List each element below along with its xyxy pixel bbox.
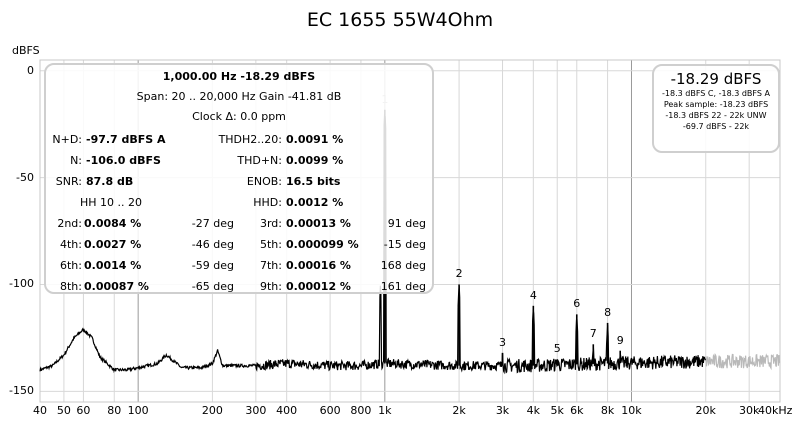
fundamental-readout: 1,000.00 Hz -18.29 dBFS xyxy=(162,70,316,83)
x-tick-label: 3k xyxy=(495,404,510,417)
nd-label: N+D: xyxy=(52,133,82,146)
thdn-value: 0.0099 % xyxy=(286,154,344,167)
y-axis-label: dBFS xyxy=(12,44,40,57)
chart-title: EC 1655 55W4Ohm xyxy=(306,9,494,31)
clock-readout: Clock Δ: 0.0 ppm xyxy=(192,110,286,123)
y-tick-label: -150 xyxy=(9,384,34,398)
x-tick-label: 6k xyxy=(570,404,584,417)
harmonic-label-6: 6 xyxy=(573,297,581,311)
peak-line-2: Peak sample: -18.23 dBFS xyxy=(663,100,769,109)
x-tick-label: 30k xyxy=(738,404,760,417)
harmonic-label-5: 5 xyxy=(553,342,561,356)
x-tick-label: 40 xyxy=(33,404,47,417)
peak-line-4: -69.7 dBFS - 22k xyxy=(682,122,750,131)
harmonic-d1-1: -46 deg xyxy=(191,238,234,251)
harmonic-l1-1: 4th: xyxy=(60,238,82,251)
harmonic-v1-2: 0.0014 % xyxy=(84,259,142,272)
x-tick-label: 600 xyxy=(319,404,341,417)
x-tick-label: 5k xyxy=(550,404,564,417)
harmonic-d2-1: -15 deg xyxy=(383,238,426,251)
out-of-band-trace xyxy=(705,353,781,371)
noise-value: -106.0 dBFS xyxy=(86,154,161,167)
harmonic-l1-3: 8th: xyxy=(60,280,82,293)
harmonic-l1-0: 2nd: xyxy=(57,217,82,230)
harmonic-d1-3: -65 deg xyxy=(191,280,234,293)
harmonic-v2-0: 0.00013 % xyxy=(286,217,351,230)
x-tick-label: 40kHz xyxy=(758,404,793,417)
hh-range-label: HH 10 .. 20 xyxy=(80,196,143,209)
x-tick-label: 4k xyxy=(526,404,541,417)
hhd-label: HHD: xyxy=(253,196,282,209)
enob-label: ENOB: xyxy=(246,175,282,188)
peak-value: -18.29 dBFS xyxy=(670,70,762,88)
x-tick-label: 8k xyxy=(600,404,615,417)
nd-value: -97.7 dBFS A xyxy=(86,133,166,146)
harmonic-v2-1: 0.000099 % xyxy=(286,238,359,251)
y-tick-label: -100 xyxy=(9,277,34,291)
x-tick-label: 400 xyxy=(276,404,298,417)
snr-value: 87.8 dB xyxy=(86,175,134,188)
enob-value: 16.5 bits xyxy=(286,175,341,188)
harmonic-label-4: 4 xyxy=(529,288,537,302)
snr-label: SNR: xyxy=(55,175,82,188)
measurement-panel[interactable]: 1,000.00 Hz -18.29 dBFS Span: 20 .. 20,0… xyxy=(44,63,434,294)
peak-line-1: -18.3 dBFS C, -18.3 dBFS A xyxy=(662,89,770,98)
x-tick-label: 20k xyxy=(695,404,716,417)
harmonic-v2-3: 0.00012 % xyxy=(286,280,351,293)
peak-line-3: -18.3 dBFS 22 - 22k UNW xyxy=(665,111,767,120)
harmonic-label-3: 3 xyxy=(499,335,506,349)
harmonic-l2-3: 9th: xyxy=(260,280,282,293)
harmonic-l2-2: 7th: xyxy=(260,259,282,272)
harmonic-d2-2: 168 deg xyxy=(380,259,426,272)
x-tick-label: 200 xyxy=(201,404,223,417)
x-tick-label: 50 xyxy=(56,404,71,417)
harmonic-label-7: 7 xyxy=(589,327,597,341)
span-gain-readout: Span: 20 .. 20,000 Hz Gain -41.81 dB xyxy=(136,90,342,103)
thd-value: 0.0091 % xyxy=(286,133,344,146)
harmonic-l2-0: 3rd: xyxy=(259,217,282,230)
hhd-value: 0.0012 % xyxy=(286,196,344,209)
harmonic-label-9: 9 xyxy=(616,333,624,347)
harmonic-v1-3: 0.00087 % xyxy=(84,280,149,293)
y-tick-label: 0 xyxy=(27,63,34,77)
harmonic-v2-2: 0.00016 % xyxy=(286,259,351,272)
x-tick-label: 800 xyxy=(350,404,372,417)
harmonic-l2-1: 5th: xyxy=(260,238,282,251)
harmonic-l1-2: 6th: xyxy=(60,259,82,272)
x-tick-label: 2k xyxy=(452,404,466,417)
x-tick-label: 60 xyxy=(76,404,91,417)
peak-panel[interactable]: -18.29 dBFS -18.3 dBFS C, -18.3 dBFS A P… xyxy=(652,64,780,153)
plot-frame xyxy=(39,59,781,403)
harmonic-d2-3: 161 deg xyxy=(380,280,426,293)
thd-label: THDH2..20: xyxy=(218,133,282,146)
harmonic-d1-2: -59 deg xyxy=(191,259,234,272)
x-tick-label: 80 xyxy=(107,404,122,417)
spectrum-trace xyxy=(39,113,707,375)
x-tick-label: 1k xyxy=(378,404,392,417)
harmonic-v1-1: 0.0027 % xyxy=(84,238,142,251)
harmonic-v1-0: 0.0084 % xyxy=(84,217,142,230)
harmonic-d1-0: -27 deg xyxy=(191,217,234,230)
x-tick-label: 100 xyxy=(127,404,149,417)
thdn-label: THD+N: xyxy=(237,154,282,167)
harmonic-label-8: 8 xyxy=(604,305,612,319)
noise-label: N: xyxy=(70,154,82,167)
x-tick-label: 300 xyxy=(245,404,267,417)
harmonic-d2-0: 91 deg xyxy=(387,217,426,230)
x-tick-label: 10k xyxy=(621,404,642,417)
y-tick-label: -50 xyxy=(16,170,34,184)
harmonic-label-2: 2 xyxy=(455,267,463,281)
